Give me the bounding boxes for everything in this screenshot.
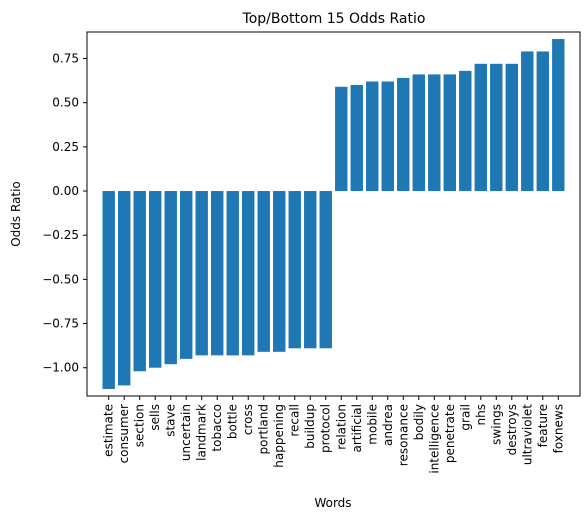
x-tick-label-feature: feature	[536, 404, 550, 447]
x-tick-label-bottle: bottle	[226, 404, 240, 439]
bar-section	[133, 191, 146, 372]
bar-buildup	[304, 191, 317, 349]
x-tick-label-section: section	[133, 404, 147, 447]
x-tick-label-destroys: destroys	[505, 404, 519, 455]
x-tick-label-penetrate: penetrate	[443, 404, 457, 463]
x-tick-label-sells: sells	[148, 404, 162, 431]
y-tick-label: −0.75	[42, 317, 79, 331]
bar-bottle	[226, 191, 239, 356]
x-tick-label-nhs: nhs	[474, 404, 488, 425]
x-tick-label-consumer: consumer	[117, 404, 131, 463]
x-tick-label-andrea: andrea	[381, 404, 395, 446]
y-axis: 0.75 0.50 0.25 0.00 −0.25 −0.50 −0.75 −1.00	[42, 52, 87, 375]
bar-mobile	[366, 81, 379, 192]
x-axis: estimate consumer section sells stave uncerta…	[102, 396, 565, 474]
bar-artificial	[350, 85, 363, 192]
x-tick-label-happening: happening	[272, 404, 286, 468]
bar-uncertain	[180, 191, 193, 359]
bar-relation	[335, 86, 348, 192]
x-axis-label: Words	[314, 496, 351, 510]
bar-portland	[257, 191, 270, 352]
x-tick-label-landmark: landmark	[195, 404, 209, 461]
bar-andrea	[381, 81, 394, 192]
bar-intelligence	[428, 74, 441, 192]
y-tick-label: 0.75	[52, 52, 79, 66]
bar-nhs	[474, 63, 487, 192]
bar-resonance	[397, 77, 410, 192]
x-tick-label-artificial: artificial	[350, 404, 364, 453]
x-tick-label-mobile: mobile	[365, 404, 379, 445]
x-tick-label-bodily: bodily	[412, 404, 426, 440]
bar-ultraviolet	[521, 51, 534, 192]
bar-grail	[459, 70, 472, 192]
bar-foxnews	[552, 39, 565, 192]
x-tick-label-tobacco: tobacco	[210, 404, 224, 452]
x-tick-label-buildup: buildup	[303, 404, 317, 449]
x-tick-label-resonance: resonance	[396, 404, 410, 466]
x-tick-label-estimate: estimate	[102, 404, 116, 457]
bar-estimate	[102, 191, 115, 389]
y-tick-label: 0.00	[52, 184, 79, 198]
bar-tobacco	[211, 191, 224, 356]
chart-title: Top/Bottom 15 Odds Ratio	[242, 11, 426, 27]
y-tick-label: −0.25	[42, 228, 79, 242]
x-tick-label-uncertain: uncertain	[179, 404, 193, 461]
bar-feature	[536, 51, 549, 192]
x-tick-label-relation: relation	[334, 404, 348, 450]
y-tick-label: −1.00	[42, 361, 79, 375]
bars-group	[102, 39, 565, 389]
bar-landmark	[195, 191, 208, 356]
y-tick-label: −0.50	[42, 272, 79, 286]
x-tick-label-ultraviolet: ultraviolet	[520, 404, 534, 465]
bar-recall	[288, 191, 301, 349]
x-tick-label-recall: recall	[288, 404, 302, 437]
bar-consumer	[118, 191, 131, 386]
bar-destroys	[505, 63, 518, 192]
bar-stave	[164, 191, 177, 365]
plot-frame	[86, 31, 581, 397]
x-tick-label-foxnews: foxnews	[551, 404, 565, 453]
bar-bodily	[412, 74, 425, 192]
x-tick-label-stave: stave	[164, 404, 178, 437]
bar-cross	[242, 191, 255, 356]
bar-happening	[273, 191, 286, 352]
x-tick-label-intelligence: intelligence	[427, 404, 441, 474]
x-tick-label-portland: portland	[257, 404, 271, 455]
x-tick-label-protocol: protocol	[319, 404, 333, 453]
bar-protocol	[319, 191, 332, 349]
y-axis-label: Odds Ratio	[9, 181, 23, 247]
bar-swings	[490, 63, 503, 192]
x-tick-label-grail: grail	[458, 404, 472, 431]
x-tick-label-swings: swings	[489, 404, 503, 445]
x-tick-label-cross: cross	[241, 404, 255, 435]
bar-penetrate	[443, 74, 456, 192]
y-tick-label: 0.25	[52, 140, 79, 154]
y-tick-label: 0.50	[52, 96, 79, 110]
bar-sells	[149, 191, 162, 368]
